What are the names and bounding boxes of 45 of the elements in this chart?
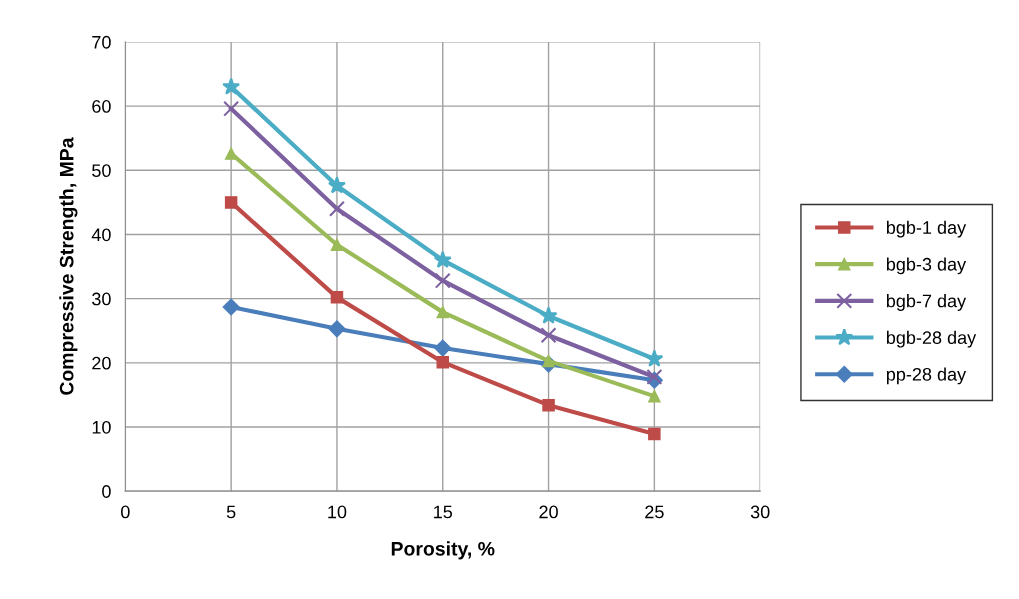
y-tick-label: 40 <box>91 228 111 242</box>
point <box>540 327 557 344</box>
point <box>434 339 452 357</box>
x-tick-label: 0 <box>121 505 130 519</box>
legend-label: bgb-28 day <box>886 330 977 348</box>
point <box>224 196 238 209</box>
y-tick-label: 0 <box>102 485 111 498</box>
point <box>648 389 661 403</box>
point <box>434 272 451 289</box>
x-tick-label: 10 <box>328 505 347 519</box>
x-tick-label: 15 <box>434 505 453 519</box>
point <box>645 349 664 367</box>
point <box>436 355 450 369</box>
point <box>542 398 555 412</box>
point <box>327 176 346 194</box>
legend-label: bgb-7 day <box>886 294 967 311</box>
x-tick-label: 20 <box>539 505 558 519</box>
point <box>542 354 555 368</box>
point <box>328 200 345 217</box>
legend-label: bgb-3 day <box>886 257 967 275</box>
point <box>222 77 241 95</box>
legend-label: pp-28 day <box>886 367 967 385</box>
point <box>433 250 452 268</box>
y-tick-label: 30 <box>92 292 111 306</box>
point <box>222 298 240 316</box>
legend-label: bgb-1 day <box>886 220 967 238</box>
x-tick-label: 5 <box>226 505 236 519</box>
y-tick-label: 70 <box>92 35 111 49</box>
y-tick-label: 50 <box>92 164 111 178</box>
y-tick-label: 60 <box>92 100 111 113</box>
x-tick-label: 25 <box>645 505 664 519</box>
point <box>223 100 240 117</box>
x-tick-label: 30 <box>750 505 770 519</box>
y-tick-label: 20 <box>92 356 111 370</box>
point <box>330 238 344 251</box>
point <box>330 291 344 304</box>
point <box>646 368 663 385</box>
point <box>328 320 346 338</box>
point <box>436 305 450 319</box>
point <box>224 147 238 160</box>
point <box>648 427 661 441</box>
y-tick-label: 10 <box>92 420 111 434</box>
point <box>539 306 558 324</box>
x-axis-title: Porosity, % <box>391 541 495 560</box>
y-axis-title: Compressive Strength, MPa <box>59 137 78 395</box>
